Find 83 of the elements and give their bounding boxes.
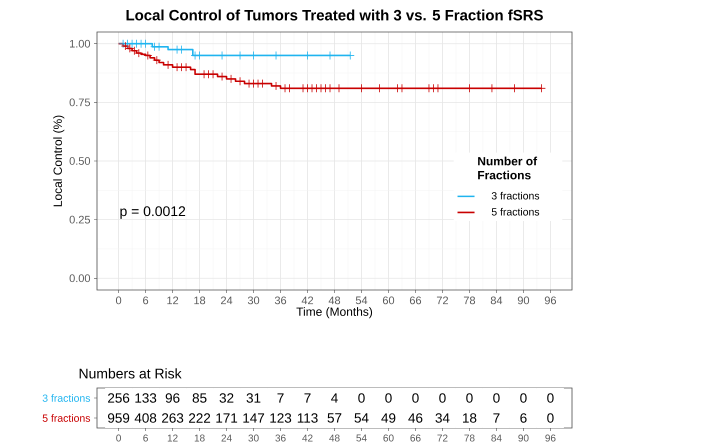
- data-label: 0: [385, 393, 392, 403]
- x-tick-label: 60: [383, 434, 394, 442]
- x-tick-label: 96: [545, 434, 556, 442]
- x-tick-label: 6: [143, 434, 148, 442]
- x-tick-label: 84: [490, 296, 502, 304]
- data-label: 7: [493, 413, 500, 423]
- x-tick-label: 0: [116, 296, 122, 304]
- legend-label: 5 fractions: [492, 208, 540, 216]
- x-tick-label: 30: [248, 434, 259, 442]
- data-label: 54: [354, 413, 369, 423]
- data-label: 49: [381, 413, 396, 423]
- legend-label: 3 fractions: [492, 192, 540, 200]
- x-tick-label: 66: [410, 434, 421, 442]
- data-label: 0: [412, 393, 419, 403]
- x-tick-label: 36: [275, 434, 286, 442]
- data-label: 6: [520, 413, 527, 423]
- data-label: 31: [246, 393, 260, 403]
- y-tick-label: 0.25: [70, 216, 90, 224]
- data-label: 32: [220, 393, 234, 403]
- x-tick-label: 48: [329, 434, 340, 442]
- data-label: 0: [466, 393, 473, 403]
- data-label: 4: [331, 393, 338, 403]
- data-label: 959: [108, 413, 130, 423]
- x-tick-label: 90: [518, 434, 529, 442]
- data-label: 256: [108, 393, 130, 403]
- x-axis-title: Time (Months): [296, 307, 372, 318]
- y-axis-title: Local Control (%): [53, 116, 64, 206]
- data-label: 96: [166, 393, 180, 403]
- x-tick-label: 12: [167, 296, 178, 304]
- data-label: 7: [277, 393, 284, 403]
- x-tick-label: 66: [410, 296, 422, 304]
- x-tick-label: 42: [302, 434, 313, 442]
- x-tick-label: 42: [302, 296, 314, 304]
- chart-title: Local Control of Tumors Treated with 3 vs. 5 Fraction fSRS: [126, 10, 543, 21]
- x-tick-label: 24: [222, 434, 232, 442]
- y-tick-label: 1.00: [70, 40, 90, 48]
- x-tick-label: 60: [382, 296, 394, 304]
- data-label: 0: [358, 393, 365, 403]
- data-label: 46: [408, 413, 422, 423]
- y-tick-label: 0.00: [70, 274, 90, 282]
- x-tick-label: 90: [518, 296, 530, 304]
- x-tick-label: 78: [464, 434, 475, 442]
- chart-title: Numbers at Risk: [80, 368, 182, 379]
- x-tick-label: 12: [168, 434, 178, 442]
- data-label: 0: [547, 393, 554, 403]
- y-tick-label: 0.75: [70, 98, 90, 106]
- data-label: 85: [192, 393, 206, 403]
- annotation: p = 0.0012: [120, 206, 186, 219]
- x-tick-label: 18: [194, 296, 206, 304]
- legend-title: Number of Fractions: [478, 156, 538, 180]
- x-tick-label: 36: [274, 296, 286, 304]
- data-label: 18: [463, 413, 476, 423]
- y-tick-label: 3 fractions: [42, 394, 90, 402]
- x-tick-label: 48: [328, 296, 340, 304]
- y-tick-label: 5 fractions: [42, 414, 90, 422]
- data-label: 113: [298, 413, 318, 423]
- data-label: 0: [547, 413, 554, 423]
- x-tick-label: 84: [491, 434, 502, 442]
- data-label: 7: [304, 393, 311, 403]
- data-label: 408: [134, 413, 156, 423]
- x-tick-label: 72: [436, 296, 448, 304]
- x-tick-label: 54: [356, 296, 368, 304]
- x-tick-label: 18: [194, 434, 205, 442]
- x-tick-label: 72: [437, 434, 448, 442]
- data-label: 222: [189, 413, 210, 423]
- data-label: 133: [135, 393, 156, 403]
- x-tick-label: 96: [544, 296, 556, 304]
- x-tick-label: 54: [356, 434, 367, 442]
- x-tick-label: 6: [143, 296, 148, 304]
- data-label: 34: [435, 413, 450, 423]
- data-label: 123: [270, 413, 292, 423]
- data-label: 0: [493, 393, 500, 403]
- x-tick-label: 24: [221, 296, 232, 304]
- data-label: 0: [520, 393, 527, 403]
- data-label: 171: [216, 413, 238, 423]
- data-label: 0: [439, 393, 446, 403]
- data-label: 263: [162, 413, 184, 423]
- x-tick-label: 0: [116, 434, 121, 442]
- x-tick-label: 30: [248, 296, 260, 304]
- y-tick-label: 0.50: [70, 157, 90, 165]
- x-tick-label: 78: [464, 296, 476, 304]
- data-label: 57: [328, 413, 342, 423]
- data-label: 147: [243, 413, 264, 423]
